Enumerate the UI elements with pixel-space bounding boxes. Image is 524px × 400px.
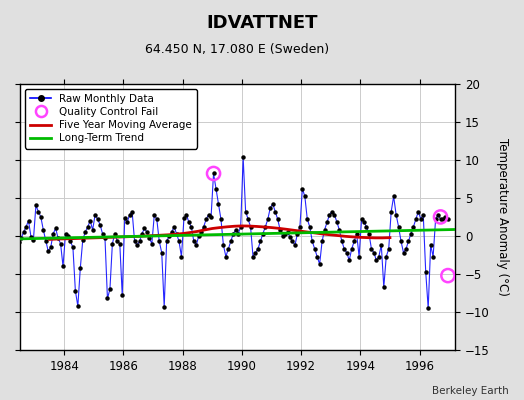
Text: Berkeley Earth: Berkeley Earth — [432, 386, 508, 396]
Point — [444, 272, 452, 279]
Legend: Raw Monthly Data, Quality Control Fail, Five Year Moving Average, Long-Term Tren: Raw Monthly Data, Quality Control Fail, … — [25, 89, 198, 148]
Title: 64.450 N, 17.080 E (Sweden): 64.450 N, 17.080 E (Sweden) — [145, 43, 330, 56]
Point — [436, 214, 445, 220]
Text: IDVATTNET: IDVATTNET — [206, 14, 318, 32]
Point — [210, 170, 218, 177]
Y-axis label: Temperature Anomaly (°C): Temperature Anomaly (°C) — [496, 138, 509, 296]
